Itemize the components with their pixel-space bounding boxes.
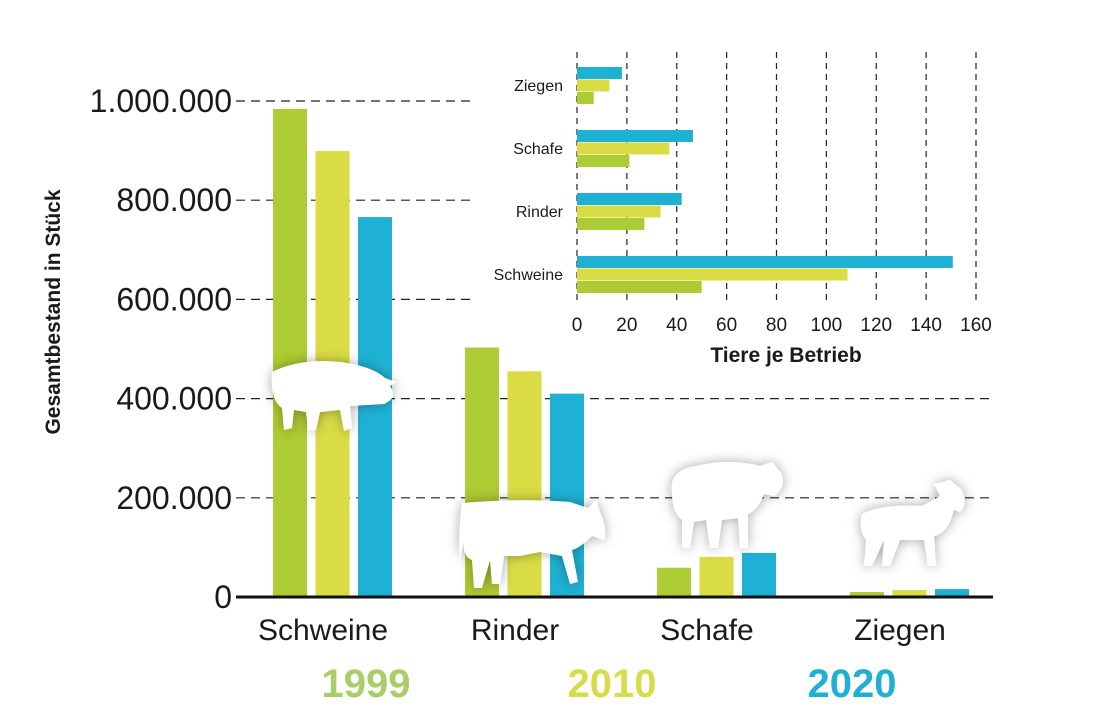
inset-x-tick-label: 0 (572, 315, 583, 336)
y-tick-label: 400.000 (116, 381, 232, 417)
legend-2010: 2010 (568, 662, 657, 706)
category-label: Schweine (258, 614, 388, 647)
inset-bar-ziegen-2010 (577, 79, 610, 92)
inset-x-tick-label: 120 (860, 315, 892, 336)
bar-schweine-2020 (358, 217, 392, 597)
inset-bar-rinder-2020 (577, 193, 682, 205)
inset-x-tick-label: 100 (811, 315, 843, 336)
inset-x-tick-label: 140 (910, 315, 942, 336)
main-y-ticks: 0 200.000 400.000 600.000 800.000 1.000.000 (90, 83, 232, 615)
category-label: Rinder (471, 614, 559, 647)
inset-bar-ziegen-1999 (577, 92, 594, 104)
inset-bar-schafe-1999 (577, 155, 630, 167)
inset-bar-schweine-2020 (577, 256, 953, 268)
y-tick-label: 600.000 (116, 281, 232, 317)
bar-ziegen-2010 (892, 590, 927, 597)
legend-1999: 1999 (322, 662, 411, 706)
y-axis-label: Gesamtbestand in Stück (42, 189, 65, 434)
sheep-icon (671, 462, 783, 548)
legend: 1999 2010 2020 (322, 662, 897, 706)
inset-category-label: Schafe (513, 141, 563, 158)
category-label: Ziegen (854, 614, 946, 647)
inset-bar-ziegen-2020 (577, 67, 622, 79)
main-category-labels: Schweine Rinder Schafe Ziegen (258, 614, 946, 647)
bar-schafe-2010 (699, 556, 734, 597)
inset-x-axis-label: Tiere je Betrieb (710, 344, 861, 367)
inset-x-tick-label: 80 (766, 315, 787, 336)
inset-x-tick-label: 160 (960, 315, 992, 336)
pig-icon (271, 361, 396, 431)
y-tick-label: 0 (214, 579, 232, 615)
bar-rinder-2010 (507, 371, 542, 597)
animal-silhouettes (271, 361, 965, 588)
inset-gridlines (576, 52, 977, 300)
inset-category-labels: Ziegen Schafe Rinder Schweine (494, 78, 564, 284)
inset-category-label: Rinder (516, 204, 564, 221)
y-tick-label: 1.000.000 (90, 83, 232, 119)
inset-category-label: Schweine (494, 267, 563, 284)
inset-x-tick-label: 20 (616, 315, 637, 336)
bar-ziegen-1999 (850, 592, 884, 597)
legend-2020: 2020 (808, 662, 897, 706)
inset-bar-schafe-2010 (577, 142, 670, 155)
goat-icon (860, 480, 965, 566)
cow-icon (459, 500, 606, 588)
bar-schafe-2020 (742, 552, 776, 597)
inset-category-label: Ziegen (514, 78, 563, 95)
inset-bars (577, 67, 953, 293)
inset-bar-schweine-2010 (577, 268, 848, 281)
y-tick-label: 200.000 (116, 480, 232, 516)
bar-ziegen-2020 (935, 589, 969, 597)
inset-bar-schweine-1999 (577, 281, 702, 293)
bar-schweine-1999 (273, 108, 307, 597)
inset-chart: 0 20 40 60 80 100 120 140 160 Ziegen Schafe Rinder… (494, 52, 992, 367)
inset-bar-rinder-2010 (577, 205, 661, 218)
inset-bar-schafe-2020 (577, 130, 693, 142)
bar-schafe-1999 (657, 567, 691, 597)
inset-bar-rinder-1999 (577, 218, 645, 230)
inset-x-tick-label: 60 (716, 315, 737, 336)
y-tick-label: 800.000 (116, 182, 232, 218)
inset-x-tick-label: 40 (666, 315, 687, 336)
inset-x-ticks: 0 20 40 60 80 100 120 140 160 (572, 315, 992, 336)
category-label: Schafe (660, 614, 753, 647)
